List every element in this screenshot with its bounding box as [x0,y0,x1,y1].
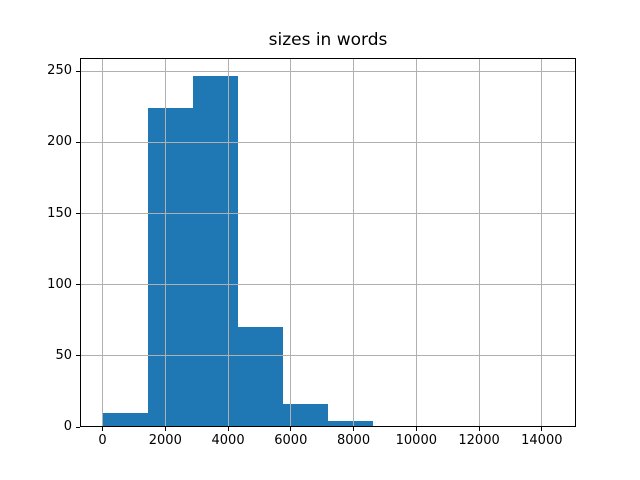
gridline-x [227,58,229,427]
y-tick-label: 100 [47,276,72,292]
x-tick-mark [290,427,292,431]
chart-title: sizes in words [268,30,388,50]
y-tick-mark [76,141,80,143]
histogram-bar [282,404,328,427]
x-tick-label: 2000 [148,433,182,448]
histogram-bar [508,425,554,427]
x-tick-mark [102,427,104,431]
y-tick-mark [76,213,80,215]
gridline-y [80,355,576,357]
gridline-y [80,213,576,215]
histogram-bar [328,421,374,427]
x-tick-label: 8000 [337,433,371,448]
gridline-x [353,58,355,427]
y-tick-label: 250 [47,63,72,79]
histogram-bar [102,412,148,427]
gridline-y [80,284,576,286]
x-tick-mark [541,427,543,431]
gridline-y [80,70,576,72]
x-tick-label: 10000 [395,433,437,448]
x-tick-label: 0 [98,433,107,448]
x-tick-label: 6000 [274,433,308,448]
x-tick-mark [227,427,229,431]
gridline-y [80,141,576,143]
y-tick-mark [76,355,80,357]
x-tick-label: 14000 [521,433,563,448]
y-tick-label: 0 [63,419,72,434]
y-tick-label: 200 [47,134,72,150]
gridline-x [541,58,543,427]
x-tick-mark [478,427,480,431]
gridline-x [415,58,417,427]
x-tick-label: 4000 [211,433,245,448]
histogram-bar [147,108,193,427]
gridline-x [102,58,104,427]
x-tick-label: 12000 [458,433,500,448]
y-tick-mark [76,70,80,72]
y-tick-mark [76,284,80,286]
gridline-x [290,58,292,427]
gridline-x [164,58,166,427]
x-tick-mark [353,427,355,431]
y-tick-mark [76,426,80,428]
x-tick-mark [164,427,166,431]
histogram-bar [192,75,238,427]
histogram-bar [373,425,419,427]
x-tick-mark [415,427,417,431]
y-tick-label: 150 [47,205,72,221]
gridline-x [478,58,480,427]
plot-area [80,58,576,427]
histogram-bar [237,327,283,427]
y-tick-label: 50 [55,347,72,363]
